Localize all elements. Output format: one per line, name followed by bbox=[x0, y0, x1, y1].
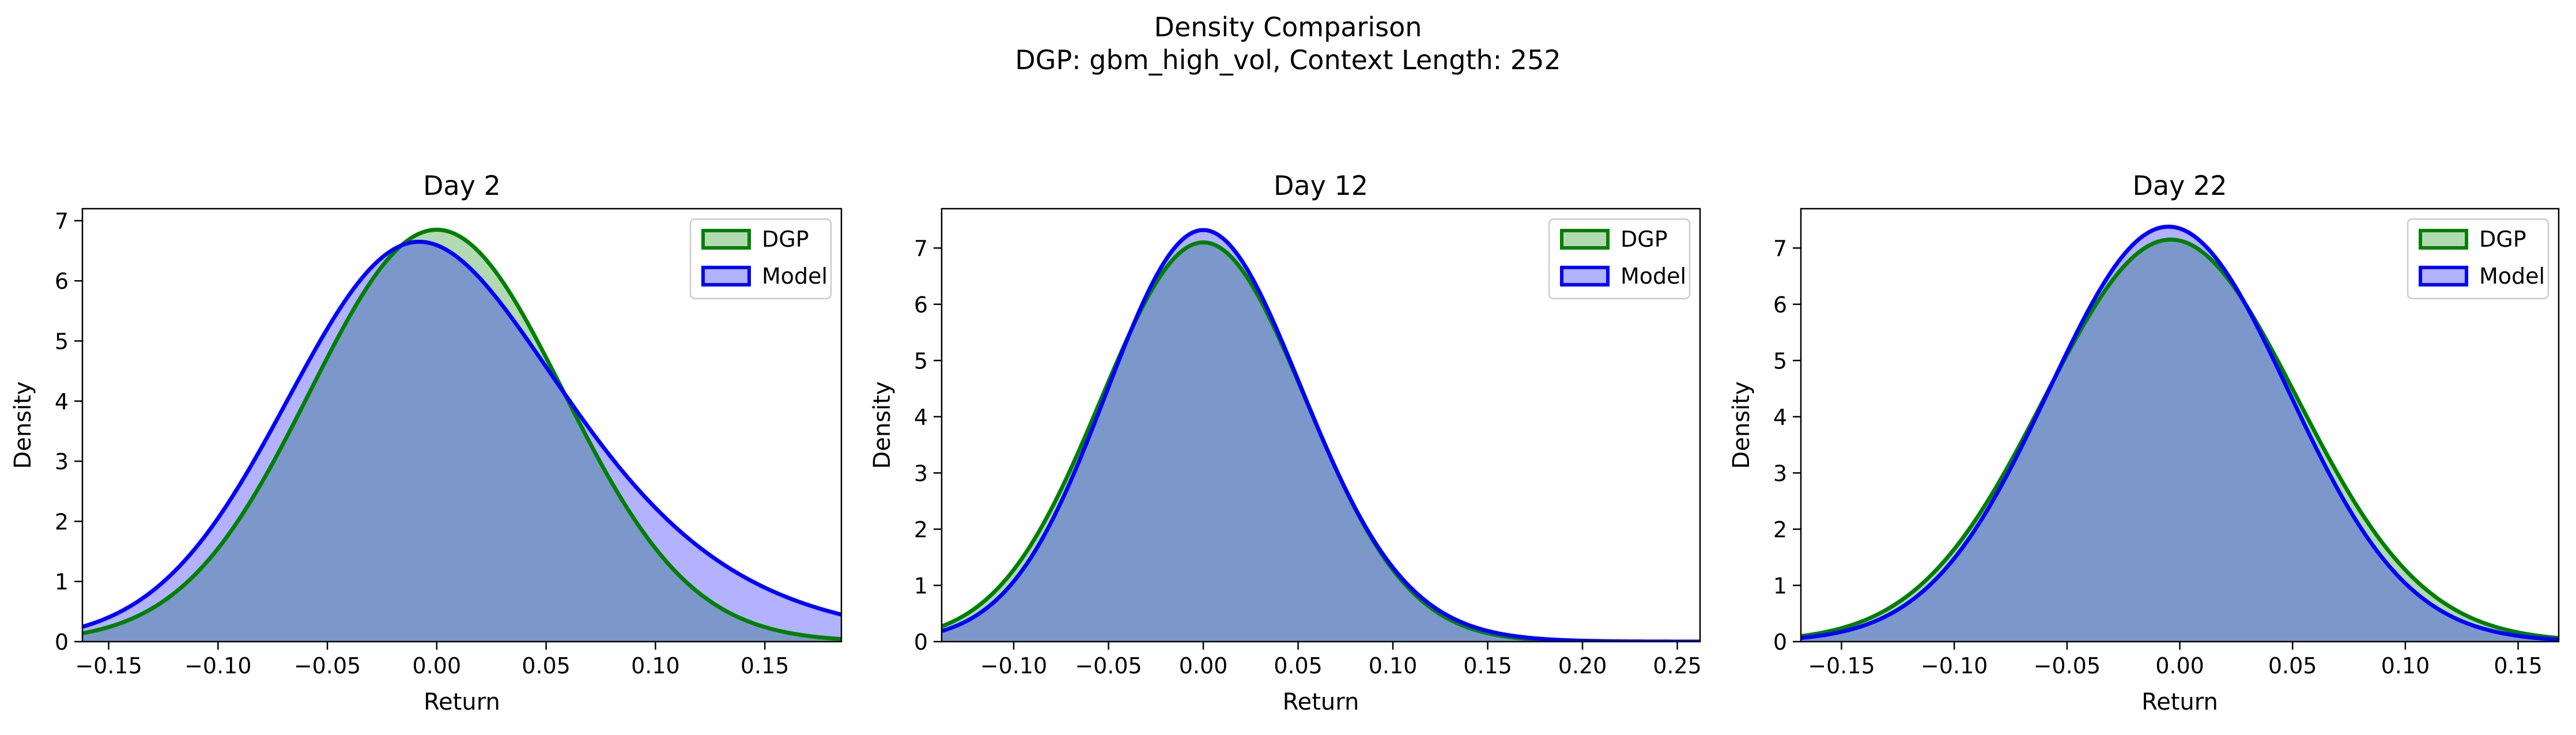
y-tick-label: 3 bbox=[914, 461, 928, 486]
y-axis-label: Density bbox=[869, 381, 896, 469]
y-tick-label: 6 bbox=[914, 292, 928, 318]
x-axis-label: Return bbox=[424, 689, 500, 715]
y-tick-label: 4 bbox=[55, 389, 69, 414]
legend: DGP Model bbox=[2407, 218, 2549, 300]
y-tick-label: 2 bbox=[914, 517, 928, 542]
x-tick-label: −0.10 bbox=[980, 653, 1047, 679]
x-tick-label: 0.10 bbox=[631, 653, 680, 679]
x-tick-label: −0.15 bbox=[1808, 653, 1875, 679]
subplot-title: Day 22 bbox=[2133, 170, 2227, 201]
series-dgp-area bbox=[82, 229, 841, 642]
figure-suptitle-line1: Density Comparison bbox=[1154, 12, 1422, 43]
x-tick-label: 0.00 bbox=[413, 653, 462, 679]
plot-area bbox=[1801, 224, 2559, 642]
legend-label-dgp: DGP bbox=[1621, 227, 1668, 252]
y-tick-label: 6 bbox=[55, 269, 69, 294]
y-tick-label: 4 bbox=[914, 405, 928, 430]
y-tick-label: 7 bbox=[55, 209, 69, 234]
legend-label-dgp: DGP bbox=[762, 227, 809, 252]
subplot-day-12: Day 12 Return Density −0.10 −0.05 0.00 0.05… bbox=[869, 170, 1702, 715]
x-axis-label: Return bbox=[2141, 689, 2218, 715]
plot-area bbox=[82, 228, 841, 642]
x-tick-label: 0.15 bbox=[1463, 653, 1512, 679]
legend-label-model: Model bbox=[1621, 263, 1686, 289]
x-tick-label: −0.10 bbox=[184, 653, 251, 679]
y-axis-label: Density bbox=[10, 381, 36, 469]
series-dgp-line bbox=[1801, 238, 2559, 640]
x-tick-label: 0.05 bbox=[522, 653, 571, 679]
legend-swatch-dgp bbox=[2419, 229, 2468, 250]
legend-swatch-dgp bbox=[1560, 229, 1610, 250]
legend: DGP Model bbox=[1548, 218, 1691, 300]
legend-label-model: Model bbox=[762, 263, 828, 289]
legend-swatch-model bbox=[2419, 266, 2468, 287]
x-tick-label: −0.10 bbox=[1921, 653, 1988, 679]
legend-swatch-model bbox=[701, 266, 751, 287]
x-tick-label: 0.05 bbox=[2268, 653, 2317, 679]
plot-area bbox=[942, 228, 1700, 642]
x-tick-label: 0.15 bbox=[741, 653, 790, 679]
y-tick-label: 7 bbox=[914, 236, 928, 261]
legend-box bbox=[689, 218, 832, 300]
legend-box bbox=[2407, 218, 2549, 300]
legend-box bbox=[1548, 218, 1691, 300]
x-tick-label: 0.00 bbox=[2155, 653, 2204, 679]
y-tick-label: 1 bbox=[914, 573, 928, 598]
series-dgp-line bbox=[82, 228, 841, 642]
x-tick-label: −0.05 bbox=[1075, 653, 1142, 679]
x-tick-label: 0.15 bbox=[2494, 653, 2543, 679]
x-axis-label: Return bbox=[1283, 689, 1359, 715]
y-tick-label: 2 bbox=[55, 509, 69, 534]
subplot-title: Day 12 bbox=[1274, 170, 1368, 201]
y-tick-label: 7 bbox=[1773, 236, 1787, 261]
x-tick-label: −0.05 bbox=[2034, 653, 2101, 679]
y-tick-label: 5 bbox=[1773, 348, 1787, 374]
subplot-day-22: Day 22 Return Density −0.15 −0.10 −0.05 0.0… bbox=[1728, 170, 2560, 715]
y-tick-label: 0 bbox=[55, 630, 69, 655]
subplot-title: Day 2 bbox=[423, 170, 501, 201]
legend-swatch-dgp bbox=[701, 229, 751, 250]
y-tick-label: 6 bbox=[1773, 292, 1787, 318]
legend-label-dgp: DGP bbox=[2479, 227, 2526, 252]
series-model-line bbox=[1801, 224, 2559, 642]
y-tick-label: 3 bbox=[55, 449, 69, 474]
x-tick-label: 0.00 bbox=[1179, 653, 1228, 679]
y-tick-label: 1 bbox=[1773, 573, 1787, 598]
y-tick-label: 2 bbox=[1773, 517, 1787, 542]
y-axis-label: Density bbox=[1728, 381, 1755, 469]
y-tick-label: 1 bbox=[55, 570, 69, 595]
x-tick-label: −0.05 bbox=[294, 653, 361, 679]
y-tick-label: 5 bbox=[55, 329, 69, 354]
series-model-area bbox=[82, 242, 841, 642]
y-tick-label: 0 bbox=[1773, 630, 1787, 655]
series-dgp-area bbox=[942, 242, 1700, 642]
series-model-line bbox=[942, 228, 1700, 642]
series-model-line bbox=[82, 239, 841, 629]
y-tick-label: 5 bbox=[914, 348, 928, 374]
x-tick-label: −0.15 bbox=[75, 653, 142, 679]
subplot-day-2: Day 2 Return Density −0.15 −0.10 −0.05 0.00… bbox=[10, 170, 843, 715]
legend-label-model: Model bbox=[2479, 263, 2545, 289]
y-tick-label: 3 bbox=[1773, 461, 1787, 486]
legend: DGP Model bbox=[689, 218, 832, 300]
x-tick-label: 0.25 bbox=[1653, 653, 1702, 679]
y-tick-label: 4 bbox=[1773, 405, 1787, 430]
legend-swatch-model bbox=[1560, 266, 1610, 287]
x-tick-label: 0.10 bbox=[1369, 653, 1418, 679]
axes-frame bbox=[81, 208, 843, 643]
axes-frame bbox=[940, 208, 1701, 643]
x-tick-label: 0.20 bbox=[1558, 653, 1607, 679]
series-model-area bbox=[1801, 227, 2559, 642]
y-tick-label: 0 bbox=[914, 630, 928, 655]
x-tick-label: 0.05 bbox=[1274, 653, 1323, 679]
x-tick-label: 0.10 bbox=[2381, 653, 2430, 679]
figure-suptitle-line2: DGP: gbm_high_vol, Context Length: 252 bbox=[1015, 44, 1561, 76]
